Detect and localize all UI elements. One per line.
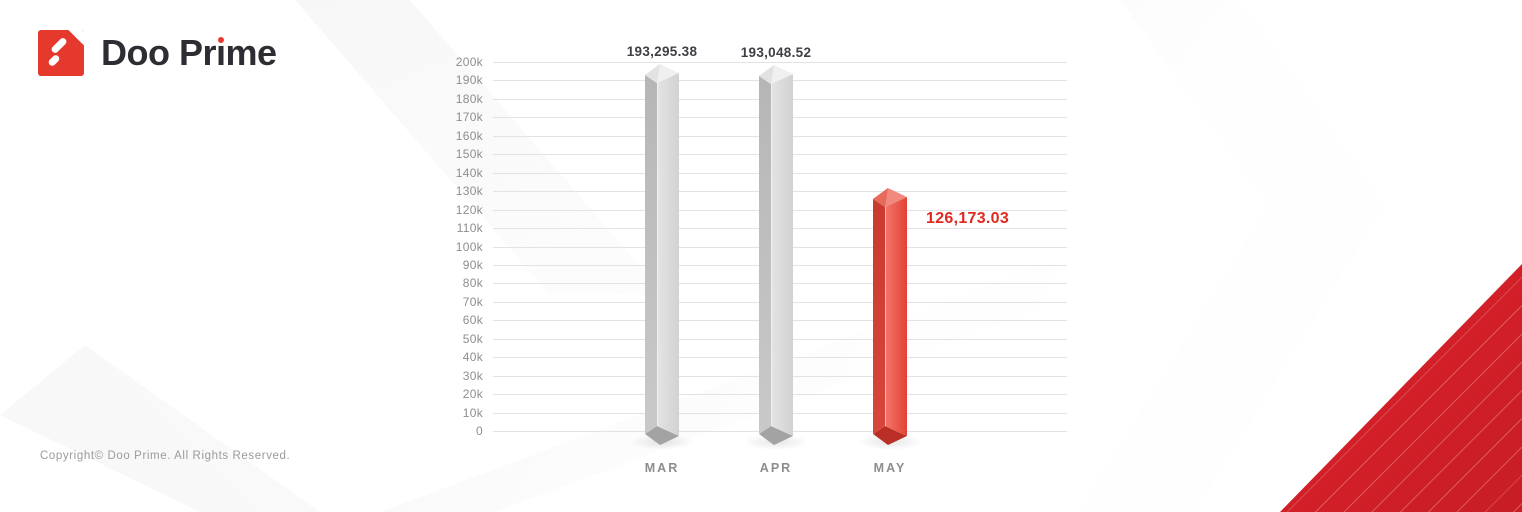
bar-mar	[645, 64, 679, 446]
y-tick-label: 150k	[455, 147, 483, 162]
y-tick-label: 40k	[462, 350, 483, 365]
logo-wordmark: Doo Prı me	[101, 32, 277, 74]
y-tick-label: 200k	[455, 55, 483, 69]
wordmark-i: ı	[216, 32, 226, 74]
y-tick-label: 130k	[455, 184, 483, 199]
y-tick-label: 110k	[456, 221, 483, 236]
logo-corner-notch	[68, 30, 84, 46]
y-tick-label: 30k	[462, 368, 483, 383]
logo-slash-icon	[50, 36, 68, 55]
y-tick-label: 160k	[455, 128, 483, 143]
y-tick-label: 70k	[462, 294, 483, 309]
y-tick-label: 190k	[455, 73, 483, 88]
y-tick-label: 20k	[462, 387, 483, 402]
y-tick-label: 80k	[462, 276, 483, 291]
doo-prime-logo-icon	[38, 30, 84, 76]
wordmark-i-dot	[217, 37, 224, 43]
wordmark-i-stem: ı	[216, 32, 226, 73]
y-tick-label: 60k	[462, 313, 483, 328]
y-tick-label: 50k	[462, 331, 483, 346]
red-corner-triangle	[1280, 264, 1522, 512]
bar-value-label: 193,048.52	[740, 44, 812, 60]
doo-prime-logo: Doo Prı me	[38, 30, 277, 76]
y-tick-label: 180k	[455, 91, 483, 106]
y-tick-label: 170k	[455, 110, 483, 125]
y-tick-label: 0	[476, 424, 483, 438]
bar-value-label: 193,295.38	[626, 44, 698, 60]
gridline	[493, 62, 1067, 63]
y-tick-label: 90k	[462, 257, 483, 272]
y-tick-label: 140k	[455, 165, 483, 180]
x-axis-label: MAR	[644, 461, 680, 475]
bar-value-label: 126,173.03	[926, 210, 1010, 228]
wordmark-text: me	[225, 32, 278, 73]
x-axis-label: MAY	[873, 461, 907, 475]
wordmark-text: Doo Pr	[101, 32, 217, 73]
bar-may	[873, 188, 907, 446]
bar-chart-plot-area: 0 10k 20k 30k 40k 50k 60k 70k 80k 90k 100k 110k 120k…	[456, 44, 1067, 475]
logo-slash-icon	[47, 53, 61, 68]
y-tick-label: 10k	[462, 405, 483, 420]
x-axis-label: APR	[759, 461, 793, 475]
pinstripe-pattern	[1280, 264, 1522, 512]
bar-apr	[759, 64, 793, 445]
y-tick-label: 100k	[455, 239, 483, 254]
y-tick-label: 120k	[455, 202, 483, 217]
copyright-text: Copyright© Doo Prime. All Rights Reserve…	[40, 450, 291, 462]
